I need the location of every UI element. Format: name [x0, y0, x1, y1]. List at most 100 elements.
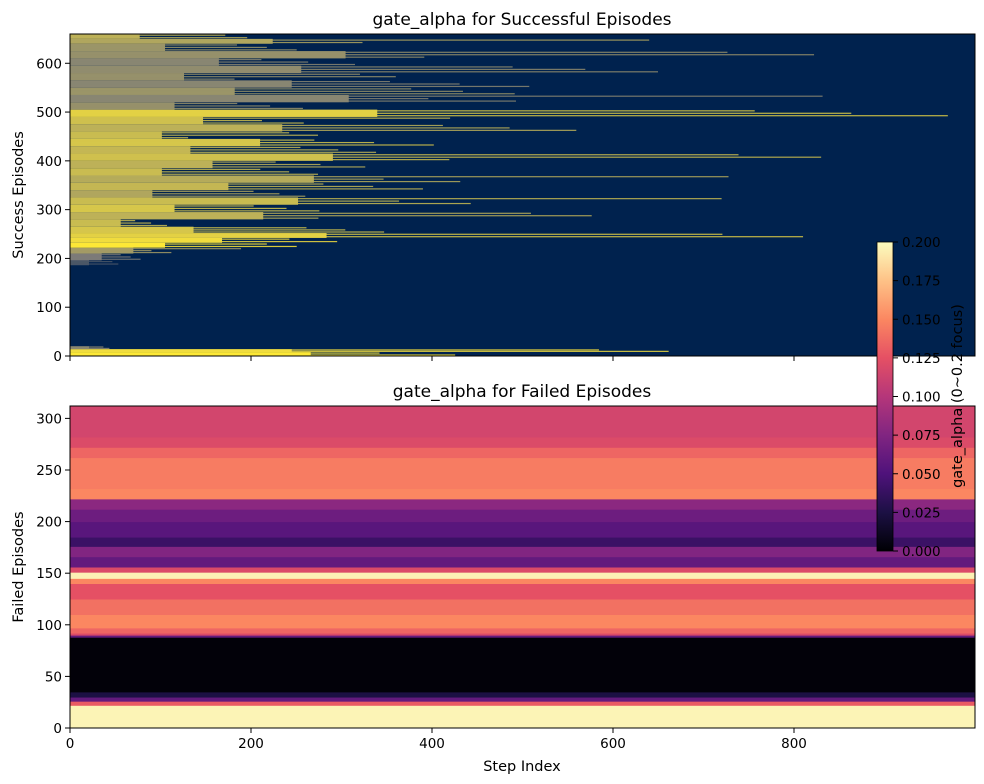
success-ytick-label: 200: [36, 251, 62, 267]
success-row-streak: [70, 61, 309, 63]
failed-band: [70, 572, 975, 579]
success-row-streak: [70, 200, 400, 202]
success-row-streak: [70, 224, 168, 227]
success-row-streak: [70, 129, 577, 131]
failed-band: [70, 537, 975, 547]
failed-band: [70, 406, 975, 438]
failed-band: [70, 627, 975, 634]
success-row-streak: [70, 347, 110, 350]
success-row-core: [70, 346, 90, 350]
success-row-streak: [70, 41, 363, 44]
success-row-streak: [70, 112, 852, 114]
success-row-streak: [70, 124, 443, 127]
failed-band: [70, 598, 975, 615]
success-row-streak: [70, 263, 119, 265]
failed-band: [70, 488, 975, 500]
success-row-core: [70, 38, 273, 44]
failed-band: [70, 701, 975, 706]
success-row-streak: [70, 233, 723, 235]
failed-band: [70, 583, 975, 600]
success-row-streak: [70, 205, 254, 207]
failed-xtick-label: 600: [600, 736, 626, 752]
success-row-streak: [70, 95, 823, 97]
failed-panel: gate_alpha for Failed Episodes Failed Ep…: [11, 382, 976, 775]
success-row-streak: [70, 156, 822, 158]
colorbar-tick-label: 0.175: [902, 274, 941, 290]
colorbar-tick-label: 0.125: [902, 351, 941, 367]
colorbar: 0.000 0.025 0.050 0.075 0.100 0.125 0.150 0.175…: [876, 235, 966, 560]
success-row-streak: [70, 68, 586, 70]
success-row-streak: [70, 117, 451, 119]
success-row-streak: [70, 151, 377, 153]
success-row-streak: [70, 80, 390, 83]
success-row-streak: [70, 76, 396, 78]
failed-xtick-label: 400: [419, 736, 445, 752]
success-row-streak: [70, 78, 235, 80]
success-row-streak: [70, 39, 650, 41]
success-row-streak: [70, 168, 261, 170]
success-row-streak: [70, 54, 815, 56]
success-row-streak: [70, 202, 471, 205]
success-row-streak: [70, 139, 315, 141]
success-row-streak: [70, 198, 722, 200]
success-row-streak: [70, 193, 280, 195]
failed-band: [70, 436, 975, 448]
success-row-streak: [70, 154, 739, 156]
failed-xtick-label: 200: [238, 736, 264, 752]
failed-ytick-label: 300: [36, 411, 62, 427]
success-row-streak: [70, 107, 303, 110]
success-row-streak: [70, 256, 131, 258]
failed-band: [70, 637, 975, 693]
success-row-streak: [70, 227, 307, 229]
success-row-streak: [70, 217, 319, 219]
success-row-streak: [70, 141, 375, 144]
colorbar-tick-label: 0.050: [902, 467, 941, 483]
failed-band: [70, 509, 975, 523]
failed-band: [70, 498, 975, 510]
success-ticks: 0 100 200 300 400 500 600: [36, 56, 795, 365]
failed-ylabel: Failed Episodes: [11, 511, 27, 622]
success-row-streak: [70, 83, 460, 85]
colorbar-tick-label: 0.025: [902, 505, 941, 521]
success-row-core: [70, 233, 327, 238]
success-row-streak: [70, 254, 121, 256]
success-row-streak: [70, 354, 456, 356]
failed-xlabel: Step Index: [483, 759, 561, 775]
success-row-streak: [70, 178, 384, 180]
success-row-streak: [70, 245, 297, 248]
success-row-streak: [70, 231, 385, 233]
colorbar-tick-label: 0.100: [902, 390, 941, 406]
success-row-streak: [70, 195, 306, 197]
failed-ytick-label: 0: [53, 721, 62, 737]
success-row-streak: [70, 260, 113, 263]
failed-band: [70, 691, 975, 698]
colorbar-tick-label: 0.000: [902, 544, 941, 560]
success-row-core: [70, 349, 292, 353]
failed-band: [70, 567, 975, 573]
success-row-streak: [70, 183, 324, 185]
failed-band: [70, 521, 975, 538]
failed-band: [70, 447, 975, 459]
success-row-streak: [70, 49, 297, 51]
failed-band: [70, 705, 975, 728]
failed-band: [70, 578, 975, 585]
success-row-streak: [70, 220, 136, 222]
failed-ytick-label: 200: [36, 515, 62, 531]
colorbar-tick-label: 0.150: [902, 312, 941, 328]
colorbar-gradient: [876, 241, 894, 552]
success-ytick-label: 600: [36, 56, 62, 72]
success-row-streak: [70, 88, 412, 90]
success-row-core: [70, 352, 311, 356]
success-row-streak: [70, 100, 516, 102]
failed-band: [70, 633, 975, 636]
failed-xtick-label: 0: [66, 736, 75, 752]
success-row-streak: [70, 180, 461, 183]
failed-ytick-label: 50: [45, 669, 62, 685]
success-row-streak: [70, 144, 434, 146]
success-row-streak: [70, 188, 423, 190]
success-row-streak: [70, 34, 226, 36]
success-axes-frame: [69, 33, 976, 357]
success-row-streak: [70, 190, 254, 192]
success-row-streak: [70, 166, 366, 168]
